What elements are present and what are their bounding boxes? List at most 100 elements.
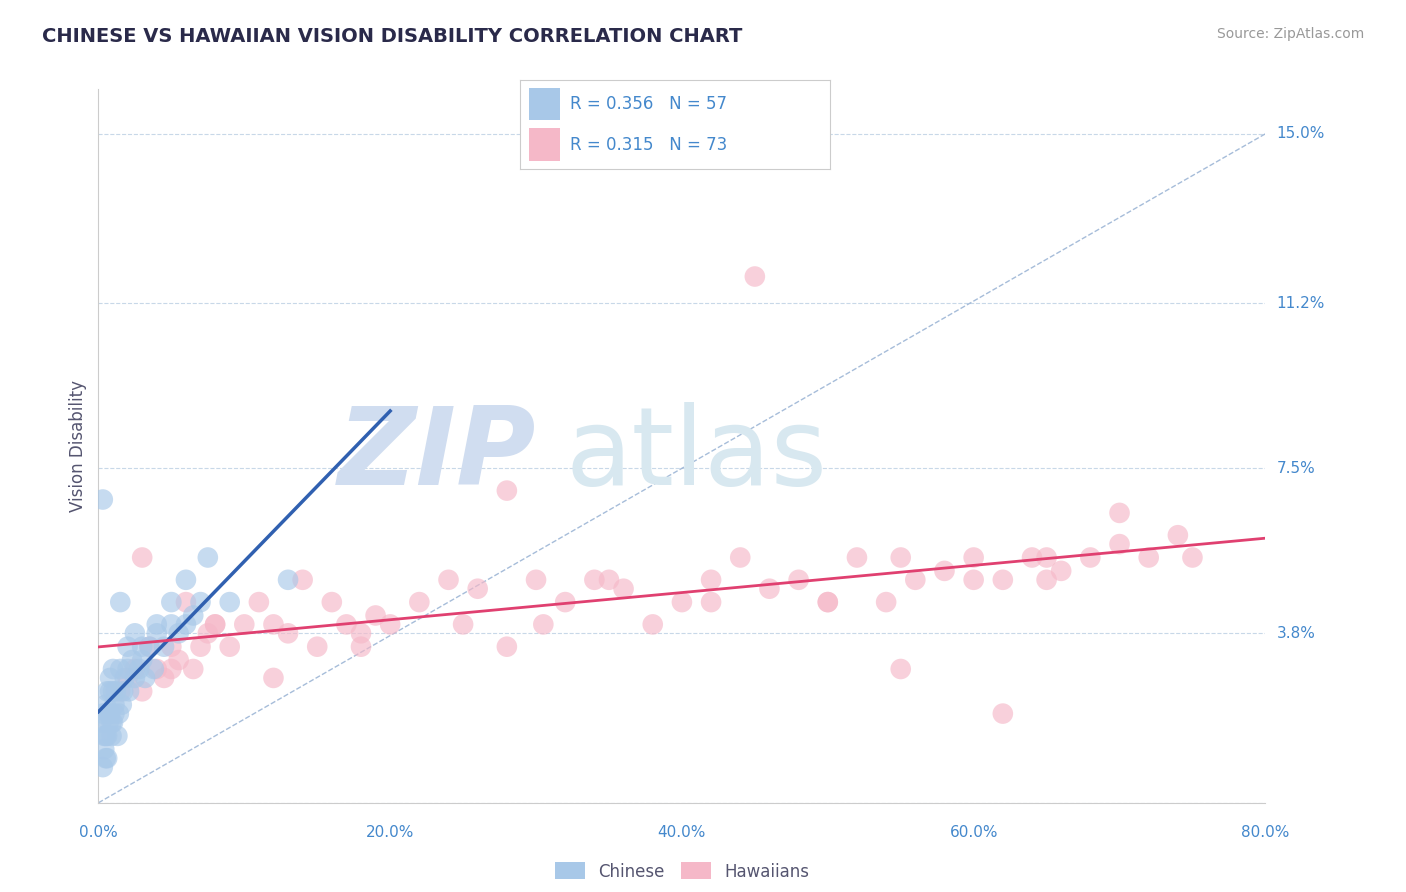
- Point: [437, 573, 460, 587]
- Point: [174, 617, 197, 632]
- Point: [100, 715, 122, 730]
- Point: [197, 626, 219, 640]
- Point: [146, 662, 169, 676]
- Point: [153, 671, 176, 685]
- Point: [98, 684, 121, 698]
- Point: [94, 751, 117, 765]
- Text: 60.0%: 60.0%: [949, 825, 998, 840]
- Point: [277, 573, 299, 587]
- Point: [495, 483, 517, 498]
- Point: [1181, 550, 1204, 565]
- Point: [817, 595, 839, 609]
- Point: [524, 573, 547, 587]
- Point: [98, 706, 121, 721]
- Point: [98, 671, 121, 685]
- Point: [730, 550, 752, 565]
- Point: [94, 729, 117, 743]
- Point: [583, 573, 606, 587]
- Text: 7.5%: 7.5%: [1277, 461, 1315, 475]
- Point: [758, 582, 780, 596]
- Point: [1108, 506, 1130, 520]
- Point: [128, 662, 150, 676]
- Point: [277, 626, 299, 640]
- Text: ZIP: ZIP: [337, 402, 536, 508]
- Point: [991, 706, 1014, 721]
- Point: [991, 573, 1014, 587]
- Point: [174, 595, 197, 609]
- Point: [612, 582, 634, 596]
- Point: [233, 617, 256, 632]
- Point: [1137, 550, 1160, 565]
- Point: [131, 653, 153, 667]
- Point: [218, 595, 240, 609]
- Point: [96, 684, 118, 698]
- Point: [598, 573, 620, 587]
- Point: [124, 671, 146, 685]
- Point: [124, 662, 146, 676]
- Point: [174, 573, 197, 587]
- Point: [364, 608, 387, 623]
- Point: [146, 626, 169, 640]
- Point: [190, 640, 212, 654]
- Text: 15.0%: 15.0%: [1277, 127, 1324, 141]
- Point: [105, 729, 128, 743]
- Point: [962, 550, 984, 565]
- Point: [262, 671, 284, 685]
- Point: [1050, 564, 1073, 578]
- Point: [890, 662, 912, 676]
- Point: [91, 706, 114, 721]
- Point: [321, 595, 343, 609]
- Point: [451, 617, 474, 632]
- Point: [131, 550, 153, 565]
- Legend: Chinese, Hawaiians: Chinese, Hawaiians: [548, 855, 815, 888]
- Point: [138, 640, 160, 654]
- Point: [90, 715, 112, 730]
- Point: [111, 698, 134, 712]
- Point: [934, 564, 956, 578]
- Point: [160, 662, 183, 676]
- Point: [94, 698, 117, 712]
- Point: [124, 626, 146, 640]
- Bar: [530, 88, 561, 120]
- Point: [204, 617, 226, 632]
- Text: atlas: atlas: [565, 402, 827, 508]
- Point: [181, 662, 204, 676]
- Bar: [530, 128, 561, 161]
- Point: [131, 640, 153, 654]
- Point: [890, 550, 912, 565]
- Point: [118, 684, 141, 698]
- Point: [103, 706, 125, 721]
- Point: [101, 662, 124, 676]
- Text: 0.0%: 0.0%: [79, 825, 118, 840]
- Y-axis label: Vision Disability: Vision Disability: [69, 380, 87, 512]
- Point: [181, 608, 204, 623]
- Text: 3.8%: 3.8%: [1277, 626, 1316, 640]
- Point: [117, 662, 139, 676]
- Point: [117, 671, 139, 685]
- Point: [1021, 550, 1043, 565]
- Point: [190, 595, 212, 609]
- Point: [1035, 550, 1057, 565]
- Point: [108, 706, 131, 721]
- Point: [291, 573, 314, 587]
- Point: [247, 595, 270, 609]
- Point: [117, 640, 139, 654]
- Point: [160, 617, 183, 632]
- Point: [134, 671, 156, 685]
- Point: [845, 550, 868, 565]
- Point: [641, 617, 664, 632]
- Point: [378, 617, 402, 632]
- Point: [467, 582, 489, 596]
- Point: [495, 640, 517, 654]
- Point: [197, 550, 219, 565]
- Point: [112, 684, 135, 698]
- Text: 40.0%: 40.0%: [658, 825, 706, 840]
- Point: [335, 617, 357, 632]
- Point: [104, 684, 127, 698]
- Point: [142, 662, 165, 676]
- Point: [350, 626, 373, 640]
- Point: [110, 595, 132, 609]
- Point: [1108, 537, 1130, 551]
- Point: [97, 715, 120, 730]
- Point: [114, 671, 136, 685]
